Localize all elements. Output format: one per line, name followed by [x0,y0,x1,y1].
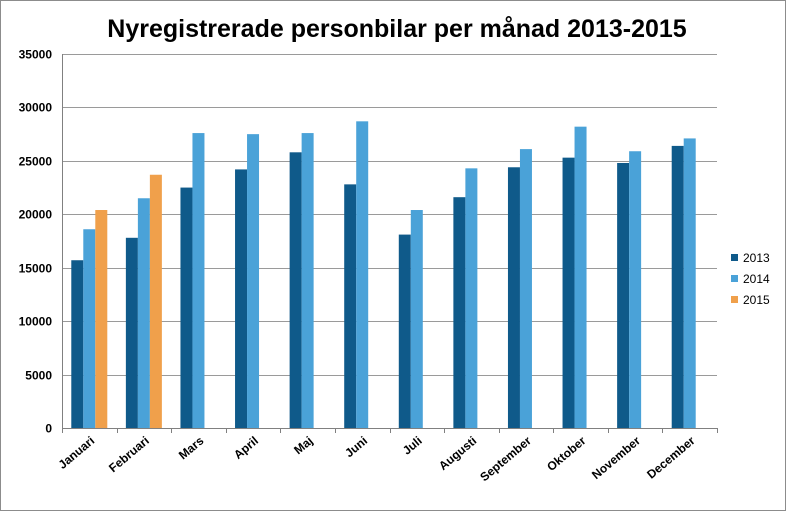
x-tick-label: Januari [56,434,98,472]
legend-label: 2014 [743,271,770,286]
x-tick-label: Juli [400,434,425,458]
y-tick-label: 5000 [25,369,52,383]
bar-2014-Juli [410,210,423,428]
x-tick-label: Maj [291,434,315,458]
x-tick-label: Februari [106,434,152,476]
bar-2013-Juni [344,184,357,428]
bar-2013-September [507,167,520,429]
bar-2014-Augusti [465,168,478,428]
bar-2014-December [683,138,696,428]
legend-label: 2015 [743,292,770,307]
bar-2013-Mars [180,187,193,428]
legend-swatch [731,254,738,261]
x-tick-label: September [477,433,534,484]
bar-2013-Januari [71,260,84,428]
bar-2014-Februari [137,198,150,428]
legend-item: 2015 [731,289,770,310]
bar-2014-Maj [301,133,314,428]
bar-2014-Oktober [574,126,587,429]
x-tick-label: Juni [342,434,370,461]
bar-2014-September [519,149,532,429]
x-tick-label: Augusti [436,434,479,473]
legend: 2013 2014 2015 [731,247,770,310]
y-tick-label: 20000 [19,208,53,222]
bar-2015-Januari [95,210,108,428]
bar-2013-Februari [125,237,138,428]
bar-2013-December [671,145,684,428]
x-tick-label: Oktober [544,433,588,474]
bar-2013-Augusti [453,197,466,428]
bar-2014-Mars [192,133,205,428]
bar-2014-Januari [83,229,96,428]
y-tick-label: 25000 [19,155,53,169]
bar-2013-Maj [289,152,302,428]
y-tick-label: 30000 [19,101,53,115]
x-tick-label: Mars [176,433,207,462]
bar-2014-Juni [356,121,369,428]
chart-title: Nyregistrerade personbilar per månad 201… [107,15,687,43]
legend-swatch [731,275,738,282]
y-tick-label: 10000 [19,315,53,329]
y-tick-label: 35000 [19,48,53,62]
bar-2014-April [247,134,260,428]
y-tick-label: 15000 [19,262,53,276]
legend-swatch [731,296,738,303]
bar-2013-Juli [398,234,411,428]
bar-2014-November [629,151,642,429]
x-tick-label: December [644,433,698,481]
x-tick-label: April [231,434,261,462]
bar-2013-April [235,169,248,429]
legend-item: 2013 [731,247,770,268]
legend-label: 2013 [743,250,770,265]
legend-item: 2014 [731,268,770,289]
bar-2013-November [617,162,630,428]
bar-2015-Februari [149,174,162,428]
bar-2013-Oktober [562,157,575,428]
x-tick-label: November [589,433,643,482]
y-tick-label: 0 [45,422,52,436]
